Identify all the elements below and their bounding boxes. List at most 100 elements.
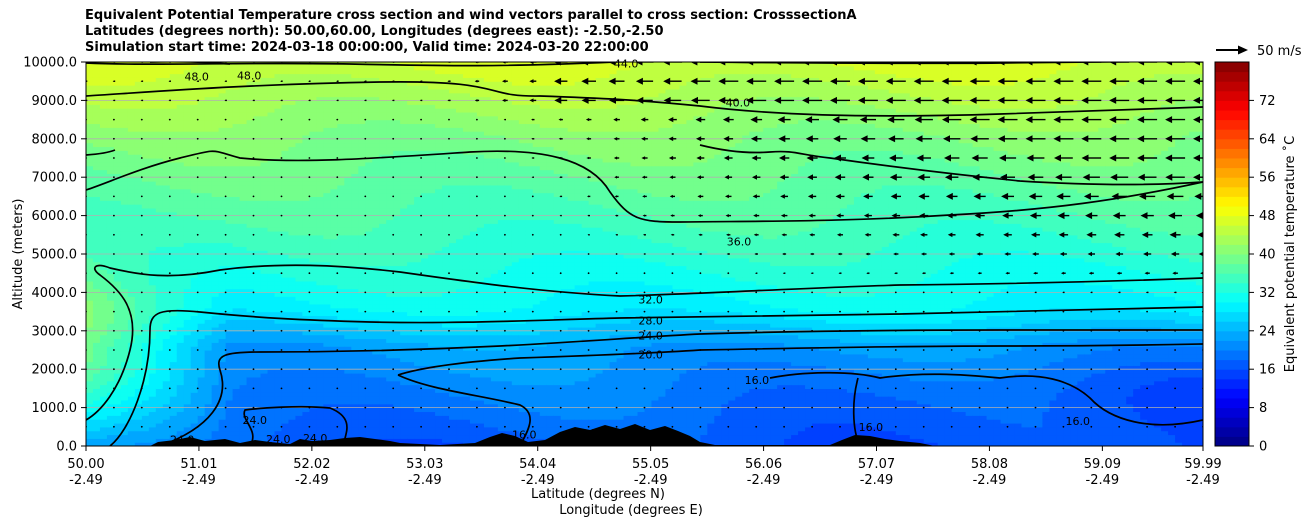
field-cell bbox=[141, 353, 150, 359]
field-cell bbox=[337, 350, 345, 355]
field-cell bbox=[428, 127, 436, 132]
field-cell bbox=[225, 158, 234, 163]
field-cell bbox=[190, 200, 199, 205]
field-cell bbox=[309, 177, 317, 182]
field-cell bbox=[239, 376, 248, 382]
field-cell bbox=[106, 315, 115, 320]
field-cell bbox=[86, 246, 94, 251]
field-cell bbox=[169, 392, 178, 397]
field-cell bbox=[337, 104, 345, 109]
field-cell bbox=[358, 330, 366, 336]
field-cell bbox=[260, 303, 269, 309]
field-cell bbox=[344, 277, 352, 282]
field-cell bbox=[92, 104, 101, 109]
field-cell bbox=[141, 115, 150, 121]
field-cell bbox=[141, 280, 150, 286]
field-cell bbox=[309, 330, 317, 336]
field-cell bbox=[386, 165, 394, 171]
field-cell bbox=[183, 380, 192, 386]
field-cell bbox=[358, 88, 366, 94]
field-cell bbox=[323, 177, 331, 182]
field-cell bbox=[407, 150, 415, 155]
field-cell bbox=[106, 323, 115, 328]
field-cell bbox=[407, 204, 415, 209]
field-cell bbox=[302, 150, 310, 155]
field-cell bbox=[92, 273, 101, 278]
field-cell bbox=[204, 177, 213, 182]
field-cell bbox=[330, 353, 338, 359]
field-cell bbox=[281, 376, 290, 382]
field-cell bbox=[99, 69, 108, 75]
field-cell bbox=[253, 330, 262, 336]
field-cell bbox=[393, 204, 401, 209]
field-cell bbox=[323, 396, 331, 401]
field-cell bbox=[330, 238, 338, 244]
field-cell bbox=[428, 142, 436, 148]
field-cell bbox=[407, 315, 415, 320]
field-cell bbox=[393, 65, 401, 71]
field-cell bbox=[183, 138, 192, 144]
field-cell bbox=[127, 284, 136, 290]
field-cell bbox=[337, 269, 345, 274]
field-cell bbox=[316, 161, 324, 167]
field-cell bbox=[169, 311, 178, 317]
field-cell bbox=[400, 254, 408, 259]
field-cell bbox=[421, 238, 429, 244]
field-cell bbox=[267, 434, 276, 439]
field-cell bbox=[414, 422, 422, 428]
field-cell bbox=[246, 81, 255, 86]
field-cell bbox=[134, 204, 143, 209]
field-cell bbox=[400, 104, 408, 109]
field-cell bbox=[225, 215, 234, 221]
field-cell bbox=[127, 346, 136, 351]
field-cell bbox=[190, 77, 199, 82]
field-cell bbox=[253, 396, 262, 401]
field-cell bbox=[302, 369, 310, 374]
field-cell bbox=[302, 223, 310, 228]
field-cell bbox=[232, 207, 241, 213]
field-cell bbox=[400, 169, 408, 174]
field-cell bbox=[148, 396, 157, 401]
field-cell bbox=[99, 234, 108, 240]
field-cell bbox=[393, 96, 401, 101]
field-cell bbox=[351, 150, 359, 155]
field-cell bbox=[351, 422, 359, 428]
field-cell bbox=[386, 388, 394, 393]
field-cell bbox=[386, 346, 394, 351]
field-cell bbox=[106, 430, 115, 436]
field-cell bbox=[302, 338, 310, 343]
field-cell bbox=[428, 334, 436, 340]
field-cell bbox=[162, 142, 171, 148]
field-cell bbox=[120, 296, 129, 301]
field-cell bbox=[86, 169, 94, 174]
field-cell bbox=[99, 115, 108, 121]
field-cell bbox=[316, 246, 324, 251]
field-cell bbox=[232, 307, 241, 313]
field-cell bbox=[309, 357, 317, 363]
field-cell bbox=[330, 242, 338, 247]
field-cell bbox=[92, 426, 101, 432]
field-cell bbox=[155, 303, 164, 309]
field-cell bbox=[141, 277, 150, 282]
field-cell bbox=[365, 361, 373, 366]
field-cell bbox=[106, 196, 115, 201]
field-cell bbox=[302, 292, 310, 297]
field-cell bbox=[120, 280, 129, 286]
field-cell bbox=[120, 234, 129, 240]
field-cell bbox=[106, 319, 115, 324]
field-cell bbox=[176, 188, 185, 194]
field-cell bbox=[407, 311, 415, 317]
field-cell bbox=[204, 188, 213, 194]
field-cell bbox=[414, 323, 422, 328]
field-cell bbox=[365, 96, 373, 101]
field-cell bbox=[400, 127, 408, 132]
field-cell bbox=[358, 300, 366, 305]
field-cell bbox=[86, 173, 94, 178]
field-cell bbox=[337, 280, 345, 286]
field-cell bbox=[309, 230, 317, 236]
field-cell bbox=[407, 215, 415, 221]
field-cell bbox=[323, 269, 331, 274]
field-cell bbox=[351, 115, 359, 121]
field-cell bbox=[386, 411, 394, 416]
field-cell bbox=[288, 300, 297, 305]
